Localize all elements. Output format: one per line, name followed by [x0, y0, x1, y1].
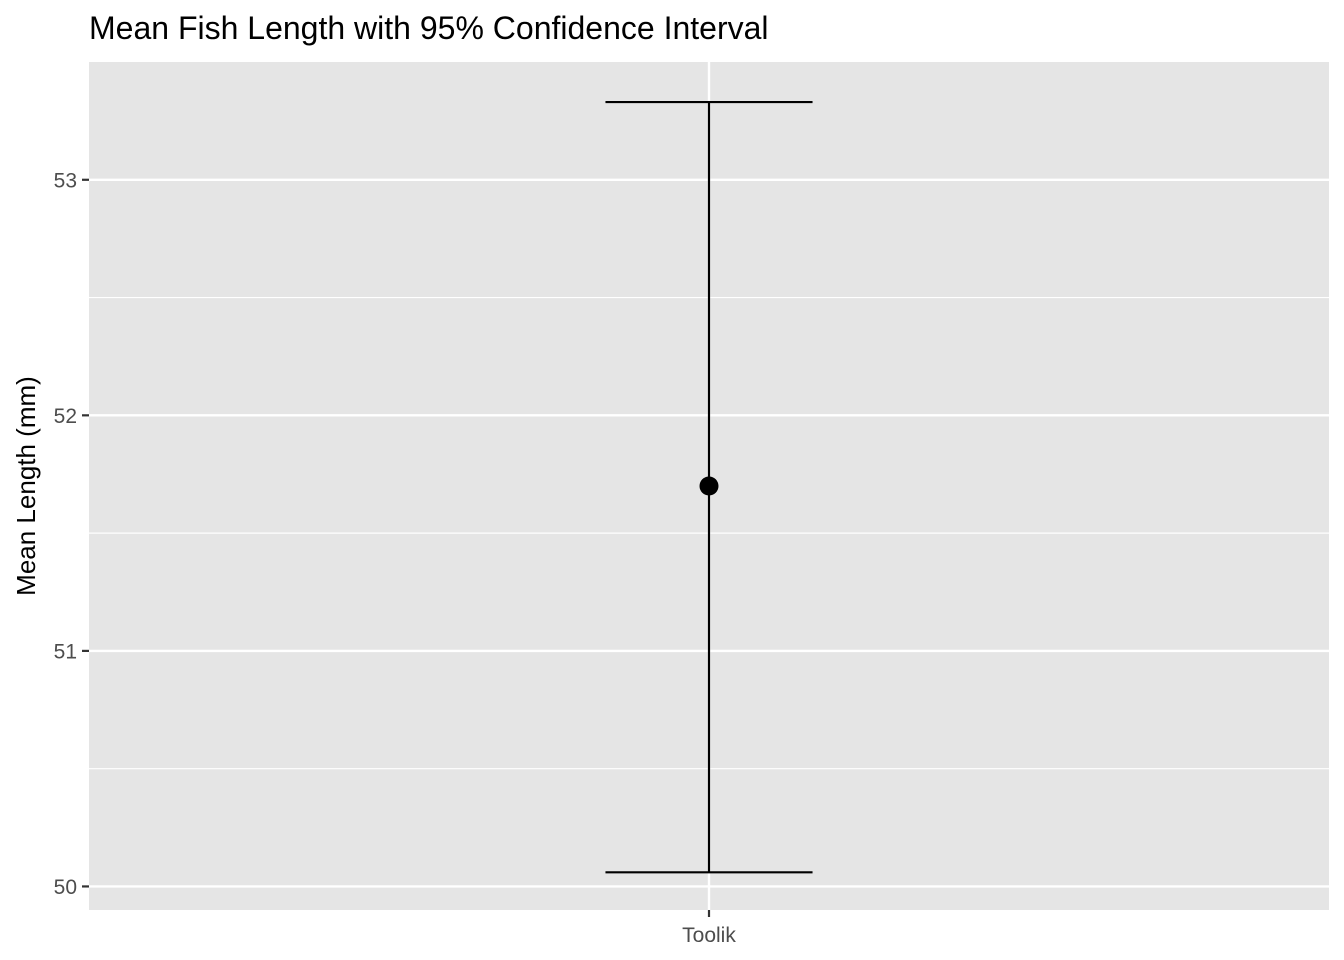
y-tick-label: 51	[54, 640, 77, 663]
y-tick-label: 52	[54, 405, 77, 428]
y-axis-title: Mean Length (mm)	[11, 376, 41, 596]
y-axis: 50 51 52 53	[54, 169, 89, 899]
y-tick-label: 50	[54, 876, 77, 899]
mean-point	[699, 476, 719, 496]
y-tick-label: 53	[54, 169, 77, 192]
chart-title: Mean Fish Length with 95% Confidence Int…	[89, 10, 769, 46]
data-marks	[605, 100, 813, 874]
x-tick-label: Toolik	[682, 924, 736, 947]
x-axis: Toolik	[682, 910, 736, 947]
